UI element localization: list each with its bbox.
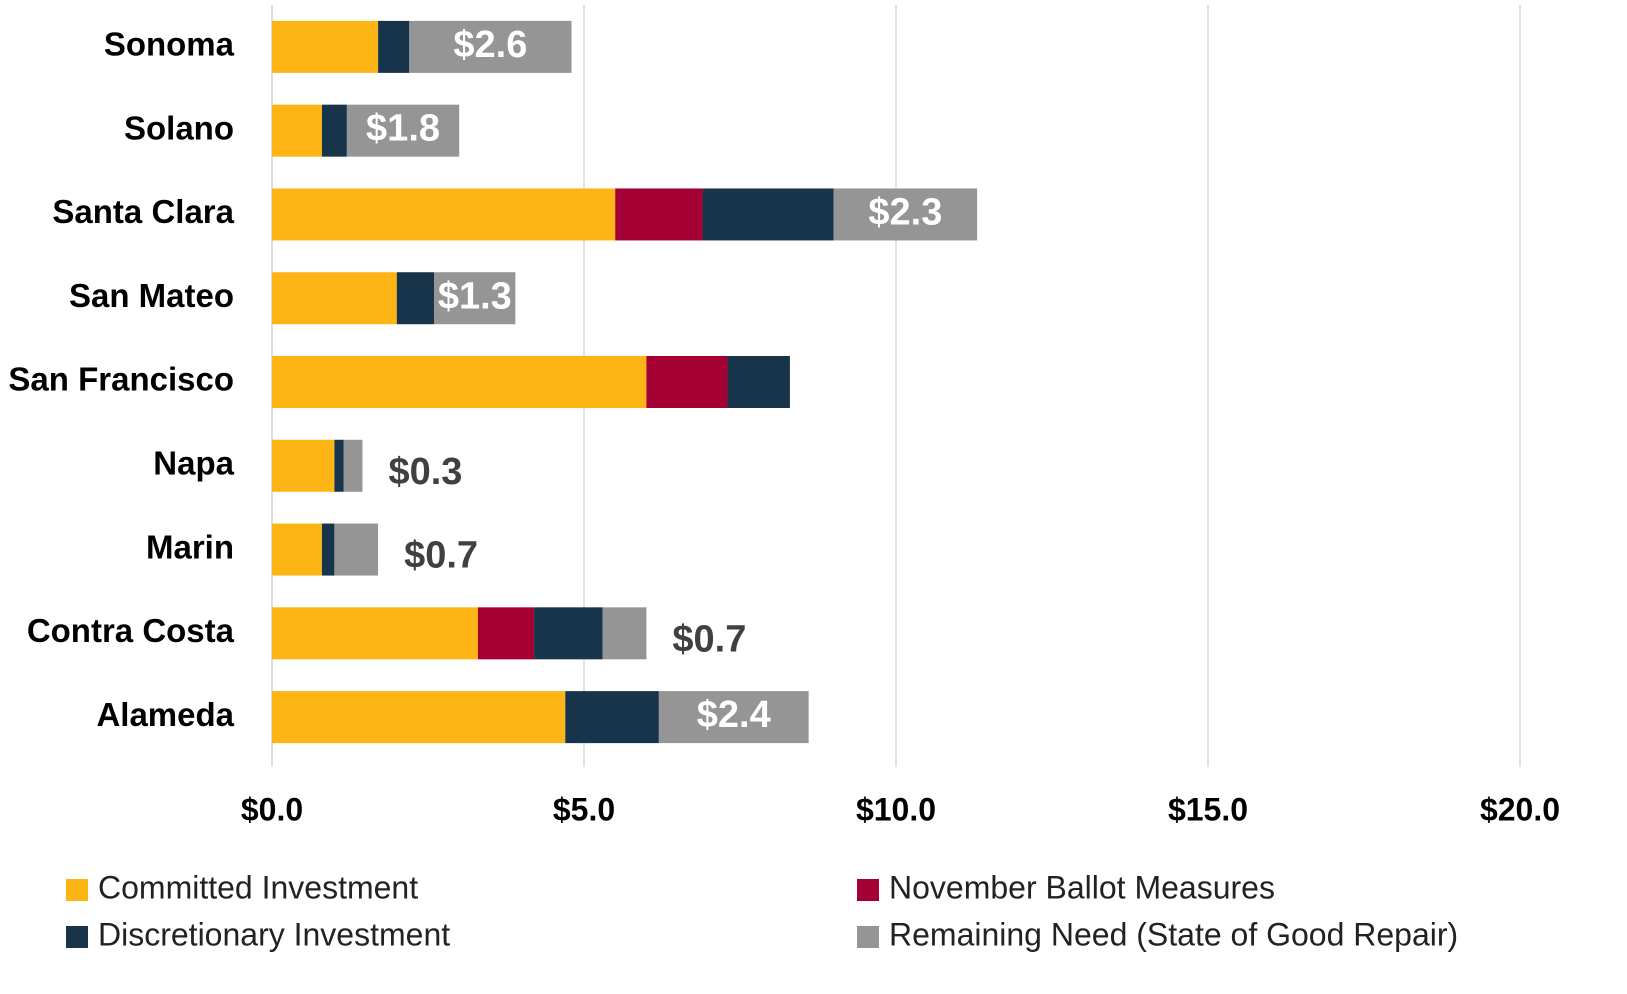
- value-label: $2.4: [697, 694, 771, 736]
- value-label: $2.6: [453, 24, 527, 66]
- category-label: Solano: [124, 109, 234, 146]
- value-label: $1.8: [366, 108, 440, 150]
- x-tick-label: $10.0: [856, 791, 936, 827]
- bar-segment: [272, 272, 397, 325]
- legend-label: November Ballot Measures: [889, 869, 1275, 905]
- legend-label: Discretionary Investment: [98, 916, 450, 952]
- bar-segment: [272, 607, 478, 660]
- bar-segment: [409, 20, 572, 73]
- bar-segment: [343, 439, 363, 492]
- legend-label: Committed Investment: [98, 869, 418, 905]
- bar-segment: [272, 188, 616, 241]
- value-label: $1.3: [438, 275, 512, 317]
- x-tick-label: $5.0: [553, 791, 615, 827]
- category-label: Santa Clara: [52, 193, 234, 230]
- legend-swatch: [857, 879, 879, 901]
- bar-segment: [727, 356, 790, 408]
- category-label: Sonoma: [104, 26, 235, 63]
- x-tick-label: $0.0: [241, 791, 303, 827]
- bar-segment: [833, 188, 978, 241]
- bar-segment: [396, 272, 435, 325]
- bar-segment: [378, 20, 410, 73]
- category-label: Contra Costa: [27, 612, 235, 649]
- value-label: $2.3: [868, 191, 942, 233]
- legend-label: Remaining Need (State of Good Repair): [889, 916, 1458, 952]
- bar-segment: [615, 188, 703, 241]
- category-label: San Mateo: [69, 277, 234, 314]
- category-label: Alameda: [96, 696, 234, 733]
- bar-segment: [272, 523, 322, 576]
- bar-segment: [321, 104, 347, 157]
- bar-segment: [477, 607, 535, 660]
- bar-segment: [272, 691, 566, 744]
- category-label: Marin: [146, 528, 234, 565]
- bar-segment: [272, 356, 647, 408]
- bar-segment: [334, 523, 379, 576]
- bar-segment: [534, 607, 603, 660]
- legend-swatch: [66, 879, 88, 901]
- bar-segment: [434, 272, 516, 325]
- bar-segment: [646, 356, 728, 408]
- x-tick-label: $15.0: [1168, 791, 1248, 827]
- bar-segment: [702, 188, 834, 241]
- category-label: San Francisco: [8, 361, 234, 398]
- bar-segment: [346, 104, 460, 157]
- bar-segment: [602, 607, 647, 660]
- bar-segment: [334, 439, 344, 492]
- value-label: $0.7: [404, 535, 478, 577]
- x-tick-label: $20.0: [1480, 791, 1560, 827]
- category-label: Napa: [153, 444, 234, 481]
- legend-swatch: [857, 926, 879, 948]
- legend-swatch: [66, 926, 88, 948]
- bar-segment: [565, 691, 659, 744]
- bar-segment: [272, 104, 322, 157]
- bar-segment: [272, 439, 335, 492]
- value-label: $0.3: [388, 451, 462, 493]
- value-label: $0.7: [672, 618, 746, 660]
- bar-segment: [321, 523, 335, 576]
- bar-segment: [272, 20, 379, 73]
- bar-segment: [658, 691, 809, 744]
